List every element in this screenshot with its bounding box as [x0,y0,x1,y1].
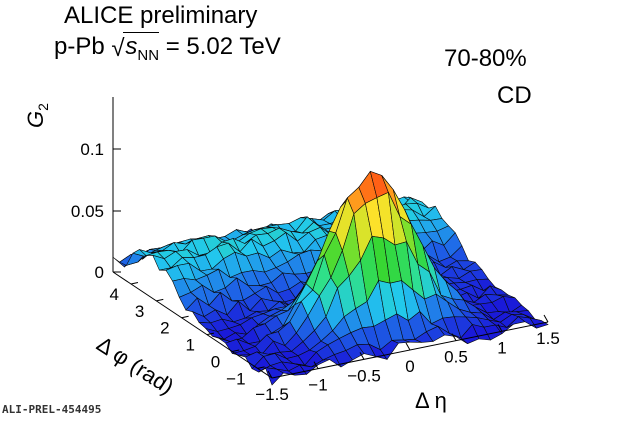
y-tick-mark [257,366,265,369]
z-tick-label: 0.1 [80,140,104,159]
z-ticks: 0 0.05 0.1 [71,140,121,282]
sqrt-symbol: √ sNN [111,32,160,64]
surface-mesh [112,170,549,386]
y-tick-mark [181,315,189,319]
x-tick-label: −1 [308,376,327,395]
y-axis-label: Δ φ (rad) [92,331,178,399]
x-tick-label: 0 [405,357,414,376]
x-tick-mark [313,361,319,369]
x-tick-label: 1 [497,338,506,357]
y-axis-line [112,271,273,379]
y-tick-mark [156,298,164,302]
x-tick-label: 1.5 [536,329,560,348]
energy-symbol: s [125,33,138,60]
x-axis-label: Δ η [415,388,447,413]
z-tick-label: 0 [95,263,104,282]
x-ticks: −1.5 −1 −0.5 0 0.5 1 1.5 [255,314,560,404]
experiment-title: ALICE preliminary [64,2,258,29]
energy-value: = 5.02 TeV [165,33,281,60]
method-label: CD [497,82,532,109]
x-tick-mark [267,370,273,379]
y-tick-label: 4 [110,285,119,304]
z-axis-label-sub: 2 [35,103,51,111]
y-tick-label: 3 [135,302,144,321]
x-tick-label: 0.5 [444,348,468,367]
z-tick-label: 0.05 [71,202,104,221]
x-tick-label: −1.5 [255,385,289,404]
x-tick-mark [497,324,503,332]
system-prefix: p-Pb [54,33,105,60]
y-tick-label: 0 [211,353,220,372]
system-energy-label: p-Pb √ sNN = 5.02 TeV [54,32,281,64]
centrality-label: 70-80% [444,45,527,72]
x-tick-label: −0.5 [347,366,381,385]
energy-subscript: NN [137,47,160,64]
y-tick-label: 2 [160,319,169,338]
z-axis-label: G2 [23,103,51,128]
y-tick-label: −1 [226,369,245,388]
y-tick-mark [232,349,240,352]
y-tick-label: 1 [185,336,194,355]
y-tick-mark [130,281,139,285]
x-tick-mark [543,314,549,323]
x-tick-mark [359,352,365,360]
x-tick-mark [405,342,411,351]
x-tick-mark [451,333,457,341]
figure-id: ALI-PREL-454495 [2,403,102,416]
y-tick-mark [206,332,215,336]
surface-cell [529,317,549,329]
